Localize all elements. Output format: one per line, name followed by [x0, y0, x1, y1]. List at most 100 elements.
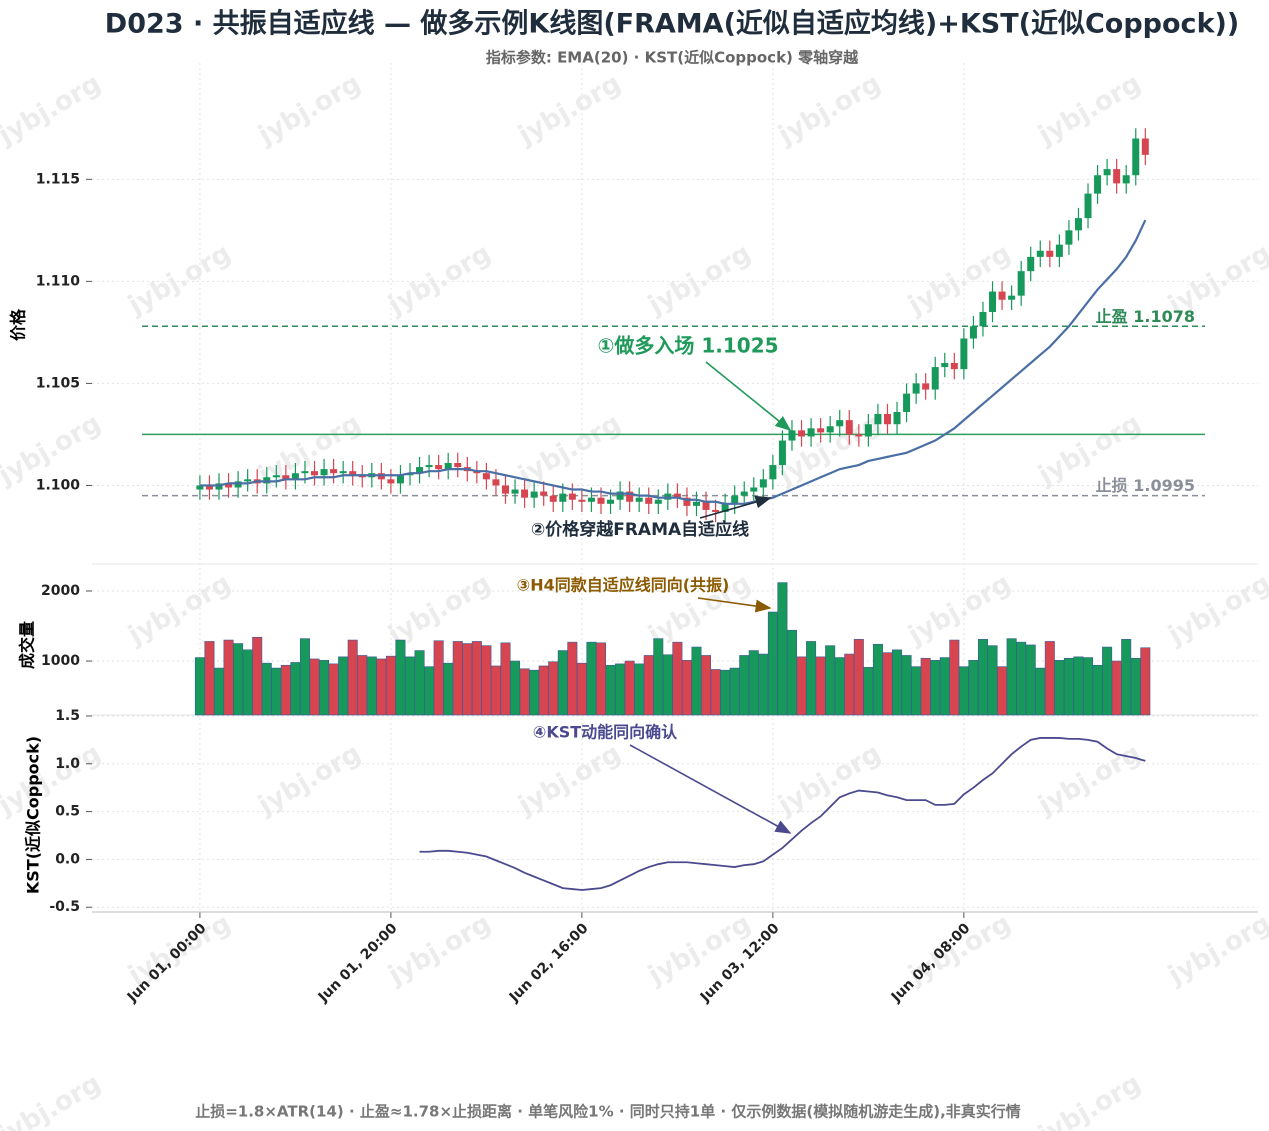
- candle-body: [444, 463, 452, 470]
- candle-body: [874, 414, 882, 425]
- kst-line: [419, 737, 1146, 891]
- volume-bar: [471, 641, 482, 716]
- volume-bar: [204, 641, 215, 716]
- frama-line: [199, 219, 1147, 505]
- volume-bar: [834, 657, 845, 716]
- watermark: jybj.org: [513, 68, 626, 151]
- candle-body: [950, 363, 958, 370]
- volume-bar: [815, 656, 826, 716]
- y-tick-label: 0.5: [55, 804, 80, 820]
- candle-body: [740, 491, 748, 496]
- marks: 止盈 1.1078 止损 1.0995: [142, 128, 1205, 891]
- volume-bar: [605, 664, 616, 716]
- volume-bar: [939, 657, 950, 716]
- y-tick-label: 1.0: [55, 756, 80, 772]
- watermark: jybj.org: [1033, 1068, 1146, 1131]
- volume-bar: [586, 641, 597, 716]
- candle-body: [282, 475, 290, 480]
- candle-body: [989, 291, 997, 312]
- y-axis-label: 价格: [9, 308, 28, 341]
- candle-body: [1036, 250, 1044, 257]
- candle-body: [521, 489, 529, 498]
- candle-body: [339, 471, 347, 474]
- watermark: jybj.org: [643, 908, 756, 991]
- candle-body: [1074, 218, 1082, 231]
- volume-bar: [567, 641, 578, 716]
- annotation-arrow: [705, 361, 792, 432]
- watermark: jybj.org: [383, 238, 496, 321]
- volume-bar: [548, 661, 559, 716]
- candle-body: [998, 291, 1006, 300]
- y-tick-label: 1.100: [36, 477, 81, 493]
- watermark: jybj.org: [513, 738, 626, 821]
- y-tick-label: -0.5: [49, 899, 80, 915]
- watermark: jybj.org: [903, 238, 1016, 321]
- candle-body: [549, 495, 557, 502]
- volume-bar: [987, 645, 998, 716]
- candle-body: [817, 428, 825, 433]
- volume-bar: [710, 669, 721, 716]
- volume-bar: [911, 666, 922, 716]
- volume-bar: [1063, 657, 1074, 716]
- volume-bar: [643, 655, 654, 716]
- volume-bar: [672, 641, 683, 716]
- annotation: ①做多入场 1.1025: [597, 334, 778, 358]
- candle-body: [702, 501, 710, 510]
- chart-subtitle: 指标参数: EMA(20) · KST(近似Coppock) 零轴穿越: [486, 49, 859, 67]
- candle-body: [759, 479, 767, 488]
- candle-body: [654, 499, 662, 504]
- volume-bar: [930, 660, 941, 716]
- candle-body: [1017, 271, 1025, 296]
- candle-body: [855, 434, 863, 437]
- volume-bar: [796, 656, 807, 716]
- y-axis-label: 成交量: [18, 621, 37, 669]
- watermark: jybj.org: [643, 238, 756, 321]
- watermark: jybj.org: [383, 908, 496, 991]
- volume-bar: [615, 663, 626, 716]
- y-tick-label: 1.115: [36, 171, 80, 187]
- volume-bar: [1044, 641, 1055, 716]
- candle-body: [721, 503, 729, 512]
- annotation: ④KST动能同向确认: [533, 723, 678, 742]
- volume-bar: [557, 650, 568, 716]
- volume-bar: [194, 657, 205, 716]
- footer: 止损=1.8×ATR(14) · 止盈≈1.78×止损距离 · 单笔风险1% ·…: [195, 1103, 1021, 1121]
- candle-body: [320, 469, 328, 476]
- watermark: jybj.org: [1163, 908, 1269, 991]
- candle-body: [1084, 193, 1092, 219]
- volume-bar: [385, 655, 396, 716]
- volume-bar: [844, 653, 855, 716]
- candle-body: [1055, 244, 1063, 257]
- candle-body: [607, 499, 615, 504]
- candle-body: [501, 485, 509, 494]
- candle-body: [845, 420, 853, 435]
- candle-body: [1008, 295, 1016, 300]
- volume-bar: [748, 650, 759, 716]
- annotation: ③H4同款自适应线同向(共振): [517, 576, 730, 595]
- volume-bar: [901, 655, 912, 716]
- volume-bar: [806, 641, 817, 716]
- candle-body: [931, 367, 939, 390]
- watermark: jybj.org: [123, 238, 236, 321]
- volume-bar: [510, 660, 521, 716]
- volume-bar: [968, 660, 979, 716]
- volume-bar: [271, 667, 282, 716]
- candle-body: [578, 499, 586, 502]
- candle-body: [941, 363, 949, 368]
- candle-body: [597, 497, 605, 504]
- candle-body: [616, 491, 624, 500]
- volume-bar: [1121, 639, 1132, 716]
- volume-bar: [681, 660, 692, 716]
- volume-bar: [863, 667, 874, 716]
- volume-bar: [1073, 656, 1084, 716]
- candle-body: [1132, 138, 1140, 176]
- volume-bar: [328, 663, 339, 716]
- watermark: jybj.org: [0, 1068, 106, 1131]
- volume-bar: [366, 656, 377, 716]
- volume-bar: [233, 643, 244, 716]
- volume-bar: [892, 649, 903, 716]
- watermark: jybj.org: [1033, 68, 1146, 151]
- volume-bar: [319, 660, 330, 716]
